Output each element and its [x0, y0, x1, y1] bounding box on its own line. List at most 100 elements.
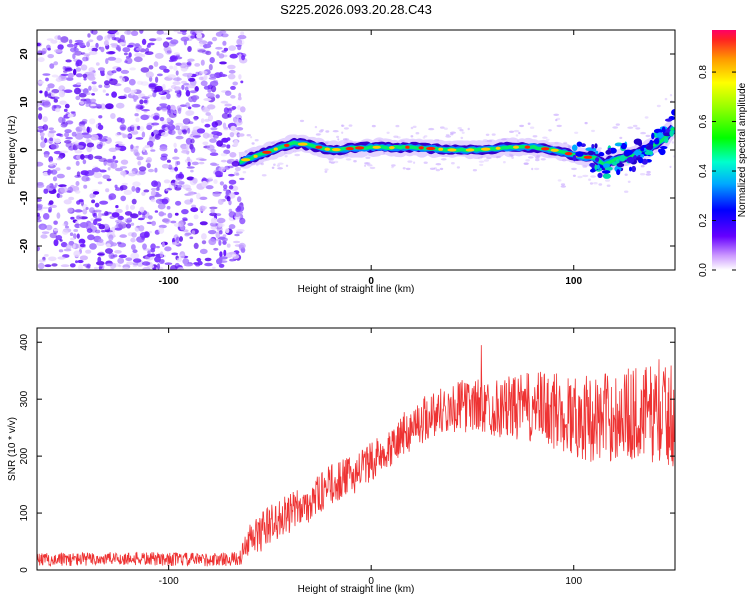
noise-blob — [119, 166, 128, 169]
noise-blob — [181, 209, 189, 215]
faint-blob — [531, 167, 534, 171]
noise-blob — [226, 144, 231, 149]
clutter-blob — [645, 145, 652, 150]
noise-blob — [162, 212, 167, 216]
noise-blob — [178, 220, 184, 228]
clutter-blob — [620, 142, 627, 150]
noise-blob — [38, 223, 47, 230]
noise-blob — [132, 249, 138, 254]
clutter-blob — [595, 150, 599, 155]
clutter-blob — [602, 173, 612, 179]
noise-blob — [205, 185, 214, 190]
noise-blob — [52, 176, 58, 182]
noise-blob — [115, 102, 125, 109]
faint-blob — [503, 161, 506, 164]
faint-blob — [251, 142, 255, 145]
noise-blob — [86, 228, 93, 234]
noise-blob — [217, 198, 224, 205]
noise-blob — [114, 250, 122, 254]
noise-blob — [56, 173, 65, 179]
noise-blob — [179, 236, 183, 242]
noise-blob — [238, 74, 242, 80]
noise-blob — [59, 239, 63, 242]
noise-blob — [209, 212, 218, 217]
ridge-hotspot — [405, 145, 410, 149]
noise-blob — [104, 211, 109, 216]
noise-blob — [132, 262, 139, 266]
noise-blob — [217, 222, 223, 228]
noise-blob — [130, 213, 139, 219]
faint-blob — [491, 133, 496, 136]
noise-blob — [215, 94, 220, 99]
noise-blob — [142, 147, 146, 153]
noise-blob — [63, 89, 73, 93]
noise-blob — [80, 98, 87, 102]
noise-blob — [69, 232, 74, 236]
noise-blob — [67, 186, 74, 193]
noise-blob — [168, 182, 177, 190]
faint-blob — [429, 167, 436, 170]
noise-blob — [65, 120, 74, 125]
faint-blob — [632, 124, 638, 128]
noise-blob — [37, 204, 43, 211]
noise-blob — [37, 42, 41, 47]
noise-blob — [144, 144, 151, 149]
faint-blob — [644, 116, 649, 119]
noise-blob — [201, 233, 207, 240]
noise-blob — [50, 204, 57, 208]
faint-blob — [364, 164, 367, 167]
x-tick-label: -100 — [159, 576, 179, 587]
noise-blob — [212, 134, 219, 139]
noise-blob — [134, 43, 140, 48]
noise-blob — [73, 233, 77, 240]
noise-blob — [95, 42, 99, 49]
colorbar-ticks: 0.0 0.2 0.4 0.6 0.8 — [698, 65, 736, 277]
noise-blob — [167, 74, 176, 79]
noise-blob — [99, 169, 107, 173]
colorbar-gradient — [712, 30, 736, 270]
noise-blob — [226, 137, 231, 141]
noise-blob — [82, 159, 87, 165]
noise-blob — [111, 212, 120, 218]
noise-blob — [90, 134, 99, 141]
y-tick-label: 100 — [19, 504, 30, 521]
noise-blob — [43, 153, 50, 158]
noise-blob — [88, 76, 96, 81]
faint-blob — [395, 124, 400, 128]
faint-blob — [598, 183, 603, 186]
faint-blob — [328, 160, 332, 164]
faint-blob — [540, 158, 546, 161]
noise-blob — [200, 59, 205, 66]
noise-blob — [41, 225, 45, 231]
clutter-blob — [626, 156, 635, 164]
noise-blob — [212, 266, 216, 269]
noise-blob — [224, 165, 231, 170]
noise-blob — [159, 103, 168, 107]
noise-blob — [153, 129, 159, 135]
noise-blob — [160, 96, 167, 100]
noise-blob — [179, 104, 187, 107]
noise-blob — [140, 81, 149, 86]
noise-blob — [239, 177, 245, 181]
noise-blob — [57, 256, 66, 260]
noise-blob — [64, 225, 70, 229]
noise-blob — [129, 67, 136, 71]
noise-blob — [106, 231, 116, 239]
noise-blob — [219, 74, 228, 77]
noise-blob — [118, 264, 122, 268]
noise-blob — [107, 56, 117, 61]
y-tick-label: 0 — [19, 147, 30, 153]
faint-blob — [509, 130, 514, 133]
noise-blob — [130, 89, 135, 96]
noise-blob — [116, 67, 122, 72]
ridge-hotspot — [513, 145, 519, 149]
noise-blob — [76, 233, 80, 239]
noise-blob — [220, 153, 227, 157]
faint-blob — [407, 160, 413, 163]
noise-blob — [188, 77, 196, 82]
x-tick-label: 0 — [368, 276, 374, 287]
noise-blob — [174, 148, 178, 153]
faint-blob — [413, 161, 416, 164]
noise-blob — [98, 84, 103, 89]
noise-blob — [201, 180, 208, 188]
